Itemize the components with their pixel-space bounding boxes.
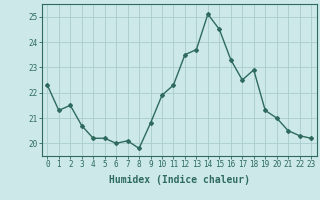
X-axis label: Humidex (Indice chaleur): Humidex (Indice chaleur) — [109, 175, 250, 185]
